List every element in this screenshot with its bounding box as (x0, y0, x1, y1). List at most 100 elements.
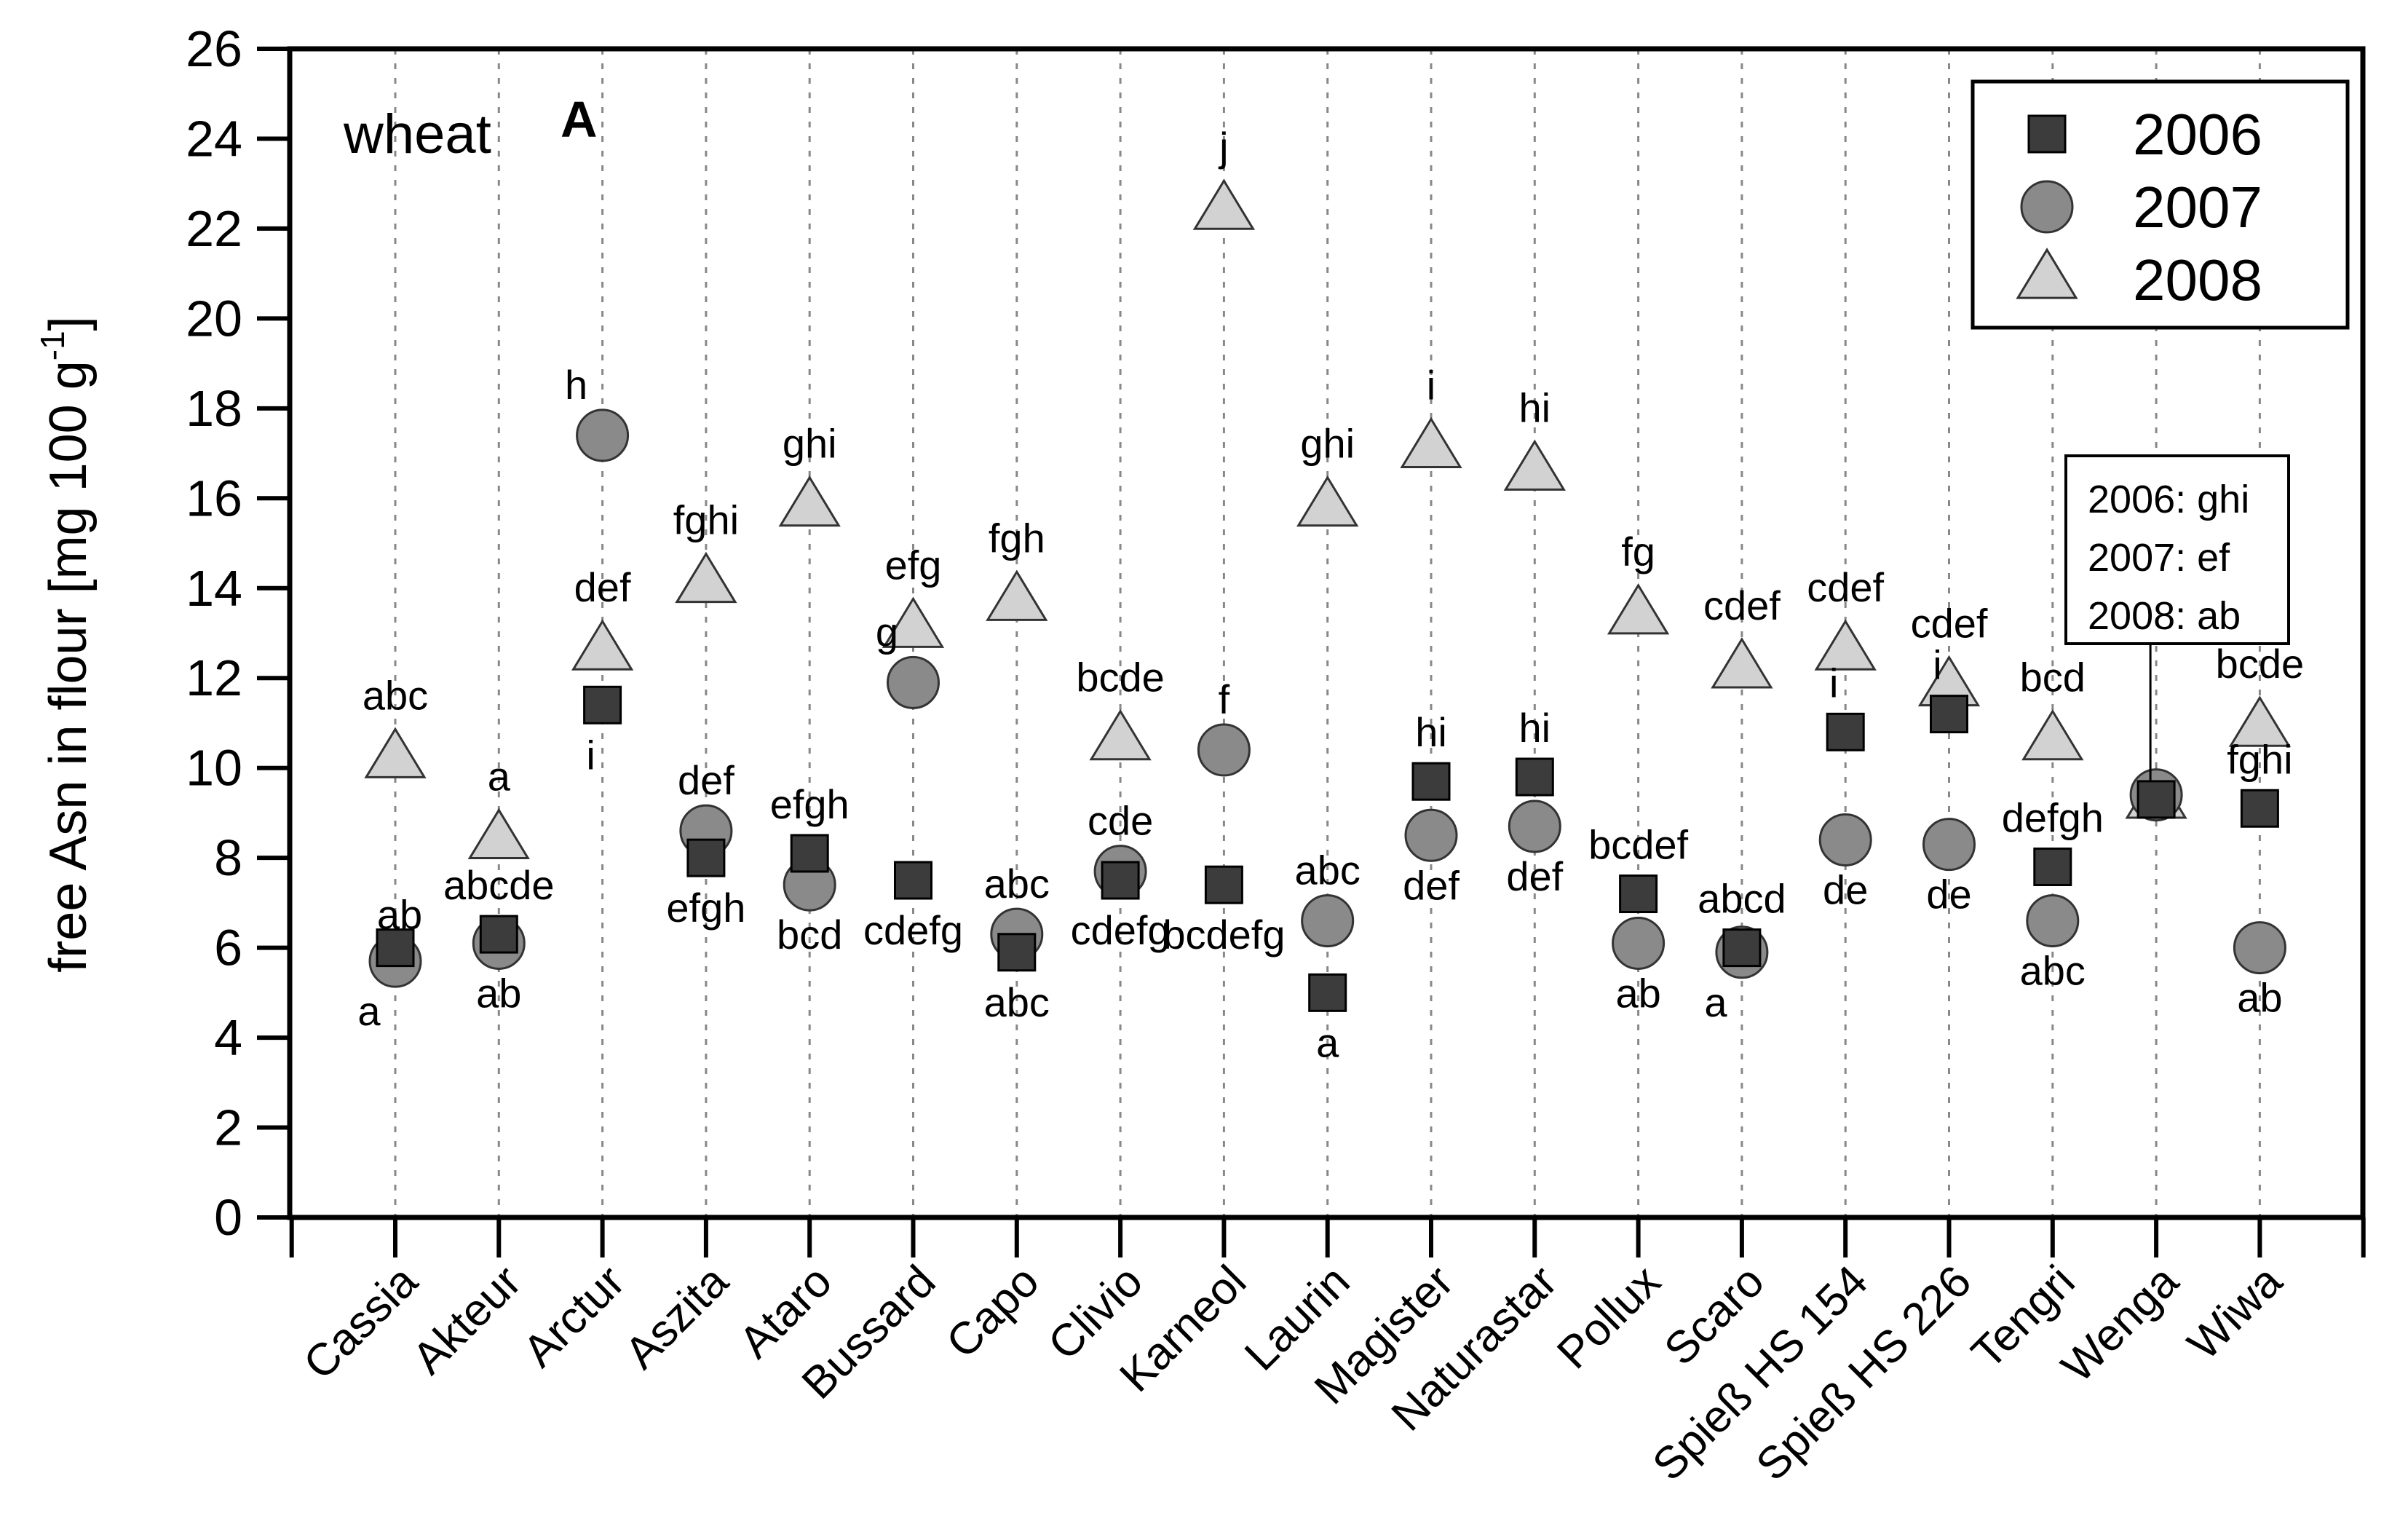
y-tick-label: 22 (186, 200, 242, 257)
point-2007 (887, 655, 940, 709)
point-2006 (1930, 695, 1968, 734)
y-tick-label: 12 (186, 649, 242, 706)
x-tick-label: Arctur (514, 1256, 635, 1377)
y-tick-label: 6 (214, 920, 242, 976)
point-2006 (1101, 861, 1140, 900)
letter-2008: def (574, 564, 631, 610)
point-2006 (2033, 848, 2072, 886)
panel-label: A (561, 91, 598, 148)
point-2006 (1308, 973, 1347, 1012)
wheat-annotation: wheat (343, 103, 491, 165)
point-2006 (2136, 780, 2176, 819)
y-tick-label: 24 (186, 110, 242, 167)
letter-2006: cdefg (1071, 907, 1171, 953)
letter-2006: defgh (2002, 795, 2104, 841)
point-2007 (1612, 916, 1666, 970)
letter-2007: abc (984, 861, 1050, 907)
letter-2006: a (1316, 1019, 1339, 1065)
point-2008 (675, 551, 737, 604)
letter-2008: fg (1621, 529, 1655, 574)
point-2008 (2228, 695, 2292, 747)
point-2008 (1089, 708, 1152, 761)
point-2007 (2026, 894, 2080, 948)
letter-2006: abc (984, 979, 1050, 1025)
point-2006 (1411, 762, 1451, 801)
letter-2008: cdef (1807, 564, 1884, 610)
letter-2008: bcde (1076, 655, 1164, 700)
wenga-callout: 2006: ghi 2007: ef 2008: ab (2064, 454, 2290, 781)
x-tick-label: Cassia (294, 1256, 427, 1389)
legend-label-2008: 2008 (2133, 248, 2262, 312)
y-axis-label-close: ] (39, 316, 98, 331)
x-axis: CassiaAkteurArcturAszitaAtaroBussardCapo… (289, 1217, 2366, 1490)
legend-marker-2008 (2016, 248, 2078, 299)
point-2007 (1818, 813, 1872, 866)
letter-2007: h (565, 362, 587, 408)
point-2006 (1619, 874, 1658, 914)
x-tick-label: Wenga (2052, 1256, 2188, 1392)
y-axis-label: free Asn in flour [mg 100 g-1] (33, 316, 98, 972)
letter-2007: def (1403, 862, 1460, 908)
point-2008 (1711, 637, 1773, 689)
letter-2008: bcd (2020, 655, 2086, 700)
letter-2008: i (1427, 362, 1435, 408)
x-tick-label: Pollux (1548, 1256, 1670, 1378)
y-tick-label: 0 (214, 1189, 242, 1246)
letter-2006: abcde (443, 862, 555, 908)
legend-label-2007: 2007 (2133, 175, 2262, 240)
y-tick-label: 2 (214, 1099, 242, 1156)
point-2007 (1508, 799, 1561, 853)
point-2007 (1197, 723, 1251, 777)
point-2006 (790, 834, 829, 873)
point-2008 (986, 569, 1048, 621)
letter-2006: cdefg (863, 907, 963, 953)
y-tick-label: 18 (186, 380, 242, 437)
point-2006 (376, 928, 415, 968)
y-tick-label: 14 (186, 560, 242, 617)
letter-2006: abcd (1698, 876, 1786, 922)
letter-2007: a (357, 988, 381, 1034)
letter-2007: def (1506, 853, 1563, 899)
letter-2007: ab (476, 970, 521, 1016)
point-2007 (2233, 921, 2286, 975)
letter-2006: i (1829, 660, 1838, 706)
letter-2008: abc (363, 672, 428, 718)
point-2008 (571, 619, 634, 671)
letter-2006: bcdefg (1163, 912, 1285, 957)
x-tick-label: Akteur (403, 1256, 531, 1384)
y-tick-label: 26 (186, 20, 242, 77)
letter-2007: bcd (777, 912, 842, 957)
letter-2007: ab (1615, 970, 1660, 1016)
point-2008 (1503, 439, 1566, 491)
letter-2007: abc (1295, 848, 1361, 893)
y-axis-label-sup: -1 (33, 331, 71, 360)
letter-2006: hi (1519, 705, 1551, 751)
letter-2007: f (1219, 676, 1230, 722)
legend-label-2006: 2006 (2133, 102, 2262, 167)
y-tick-label: 20 (186, 290, 242, 347)
callout-line: 2008: ab (2088, 594, 2241, 638)
letter-2008: efg (885, 542, 942, 588)
letter-2006: bcdef (1588, 822, 1688, 868)
letter-2008: j (1218, 124, 1228, 170)
point-2008 (1296, 475, 1359, 527)
letter-2007: def (678, 757, 734, 803)
letter-2008: cdef (1911, 601, 1988, 647)
letter-2008: fghi (673, 497, 739, 543)
x-tick-label: Capo (937, 1256, 1049, 1368)
data-marks (364, 178, 2292, 1012)
point-2006 (686, 838, 726, 877)
point-2008 (1814, 619, 1877, 671)
y-tick-label: 8 (214, 829, 242, 886)
legend: 2006 2007 2008 (1971, 79, 2350, 330)
callout-line: 2006: ghi (2088, 478, 2249, 521)
letter-2007: g (876, 609, 898, 655)
point-2008 (364, 727, 427, 778)
letter-2006: fghi (2227, 736, 2292, 782)
point-2008 (778, 475, 841, 527)
point-2006 (1204, 865, 1243, 904)
letter-2008: hi (1519, 384, 1551, 430)
letter-2006: efgh (770, 781, 849, 827)
letter-2006: hi (1415, 709, 1447, 755)
